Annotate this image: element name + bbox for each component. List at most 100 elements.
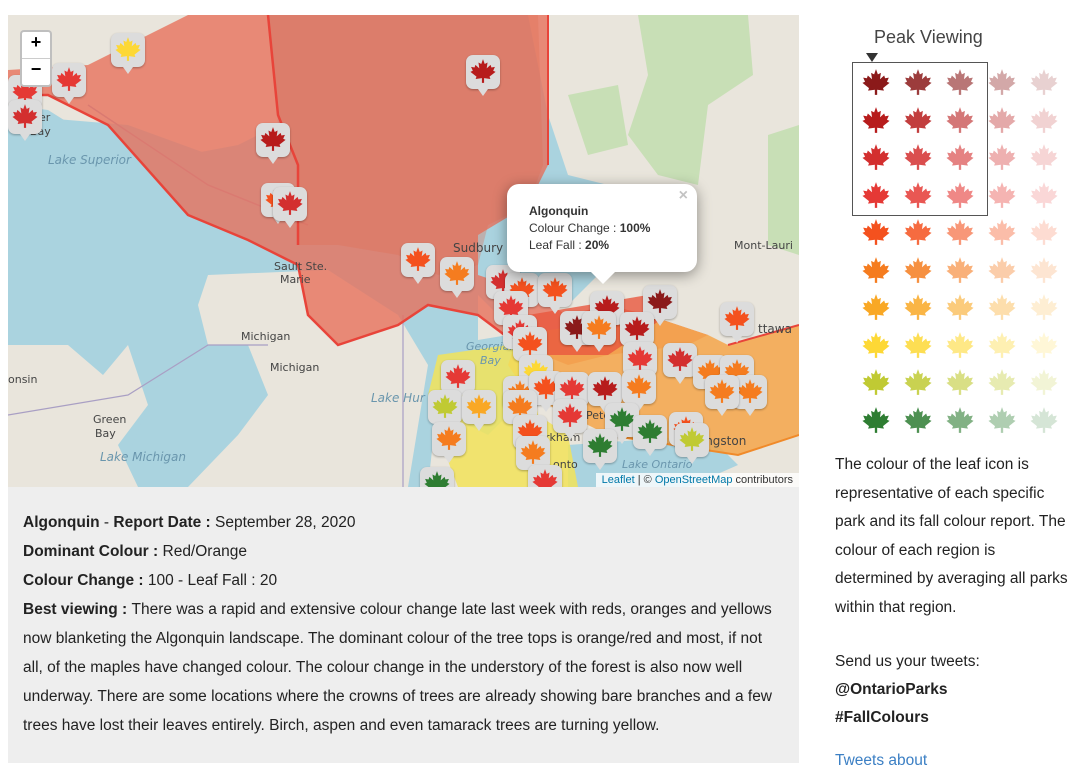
park-marker-leaf-icon[interactable] xyxy=(588,372,622,413)
legend-leaf-icon xyxy=(904,106,932,139)
legend-leaf-icon xyxy=(1030,406,1058,439)
best-viewing-label: Best viewing : xyxy=(23,601,132,618)
park-marker-leaf-icon[interactable] xyxy=(582,311,616,352)
park-marker-leaf-icon[interactable] xyxy=(440,257,474,298)
legend-leaf-icon xyxy=(946,256,974,289)
legend-leaf-icon xyxy=(904,256,932,289)
park-marker-leaf-icon[interactable] xyxy=(256,123,290,164)
legend-leaf-icon xyxy=(904,181,932,214)
popup-colour-change-label: Colour Change : xyxy=(529,221,620,235)
map-label-lake-michigan: Lake Michigan xyxy=(100,450,186,464)
dominant-colour-label: Dominant Colour : xyxy=(23,543,163,560)
popup-leaf-fall-label: Leaf Fall : xyxy=(529,238,586,252)
park-marker-leaf-icon[interactable] xyxy=(663,343,697,384)
map-label-michigan: Michigan xyxy=(241,330,291,343)
legend-leaf-icon xyxy=(946,368,974,401)
park-marker-leaf-icon[interactable] xyxy=(420,467,454,487)
park-marker-leaf-icon[interactable] xyxy=(528,465,562,487)
zoom-control: + − xyxy=(20,30,52,87)
park-marker-leaf-icon[interactable] xyxy=(705,375,739,416)
park-marker-leaf-icon[interactable] xyxy=(441,360,475,401)
park-marker-leaf-icon[interactable] xyxy=(273,187,307,228)
legend-leaf-icon xyxy=(946,68,974,101)
legend-leaf-icon xyxy=(862,293,890,326)
peak-viewing-box xyxy=(852,62,988,216)
map-label-bay: Bay xyxy=(480,354,501,367)
legend-leaf-icon xyxy=(946,181,974,214)
map-label-sault-ste: Sault Ste. xyxy=(274,260,328,273)
park-marker-leaf-icon[interactable] xyxy=(466,55,500,96)
colour-change-label: Colour Change : xyxy=(23,572,148,589)
park-marker-leaf-icon[interactable] xyxy=(720,302,754,343)
peak-viewing-title: Peak Viewing xyxy=(874,27,983,47)
legend-leaf-icon xyxy=(904,218,932,251)
park-marker-leaf-icon[interactable] xyxy=(432,422,466,463)
park-marker-leaf-icon[interactable] xyxy=(675,423,709,464)
map-label-wisconsin: onsin xyxy=(8,373,38,386)
legend-leaf-icon xyxy=(988,406,1016,439)
map-label-lake-ontario: Lake Ontario xyxy=(622,458,693,471)
report-park-name: Algonquin xyxy=(23,514,100,531)
legend-leaf-icon xyxy=(862,368,890,401)
park-marker-leaf-icon[interactable] xyxy=(428,390,462,431)
legend-leaf-icon xyxy=(988,106,1016,139)
park-marker-leaf-icon[interactable] xyxy=(538,273,572,314)
map-label-sudbury: Sudbury xyxy=(453,241,504,255)
twitter-handle: @OntarioParks xyxy=(835,676,1075,705)
legend-leaf-icon xyxy=(862,68,890,101)
tweets-prompt: Send us your tweets: xyxy=(835,653,980,670)
twitter-handle-text: @OntarioParks xyxy=(835,681,948,698)
tweets-about-link[interactable]: Tweets about xyxy=(835,752,928,769)
legend-leaf-icon xyxy=(988,293,1016,326)
legend-leaf-icon xyxy=(988,143,1016,176)
park-marker-leaf-icon[interactable] xyxy=(633,415,667,456)
popup-close-button[interactable]: × xyxy=(678,187,688,204)
map-label-lake-huron: Lake Hur xyxy=(371,391,425,405)
map[interactable]: + − Lake Superior Sudbury Sault Ste. Mar… xyxy=(8,15,799,487)
colour-change-value: 100 - Leaf Fall : 20 xyxy=(147,572,278,589)
legend-leaf-icon xyxy=(1030,331,1058,364)
legend-leaf-icon xyxy=(1030,106,1058,139)
park-marker-leaf-icon[interactable] xyxy=(52,63,86,104)
zoom-in-button[interactable]: + xyxy=(30,32,42,52)
park-marker-leaf-icon[interactable] xyxy=(553,399,587,440)
legend-leaf-icon xyxy=(862,181,890,214)
map-label-green-bay: Bay xyxy=(95,427,116,440)
report-dash: - xyxy=(99,514,114,531)
legend-leaf-icon xyxy=(1030,368,1058,401)
popup-colour-change-value: 100% xyxy=(619,221,651,235)
legend-leaf-icon xyxy=(946,218,974,251)
legend-leaf-icon xyxy=(904,68,932,101)
map-label-green: Green xyxy=(93,413,127,426)
zoom-out-button[interactable]: − xyxy=(22,58,50,85)
report-header: Algonquin - Report Date : September 28, … xyxy=(23,508,785,537)
legend-leaf-icon xyxy=(904,293,932,326)
park-marker-leaf-icon[interactable] xyxy=(401,243,435,284)
park-marker-leaf-icon[interactable] xyxy=(462,390,496,431)
park-marker-leaf-icon[interactable] xyxy=(8,100,42,141)
legend-leaf-icon xyxy=(946,143,974,176)
report-date: September 28, 2020 xyxy=(215,514,356,531)
dominant-colour-row: Dominant Colour : Red/Orange xyxy=(23,537,785,566)
park-marker-leaf-icon[interactable] xyxy=(583,429,617,470)
legend-leaf-icon xyxy=(862,106,890,139)
legend-leaf-icon xyxy=(1030,143,1058,176)
park-marker-leaf-icon[interactable] xyxy=(620,312,654,353)
best-viewing-row: Best viewing : There was a rapid and ext… xyxy=(23,595,785,740)
park-marker-leaf-icon[interactable] xyxy=(111,33,145,74)
legend-leaf-icon xyxy=(946,106,974,139)
map-label-mont-laurier: Mont-Lauri xyxy=(734,239,793,252)
osm-link[interactable]: OpenStreetMap xyxy=(654,474,733,486)
hashtag-text: #FallColours xyxy=(835,709,929,726)
legend-leaf-icon xyxy=(1030,68,1058,101)
legend-leaf-icon xyxy=(862,218,890,251)
legend-leaf-icon xyxy=(862,256,890,289)
legend-leaf-icon xyxy=(904,143,932,176)
report-date-label: Report Date : xyxy=(113,514,216,531)
park-marker-leaf-icon[interactable] xyxy=(622,370,656,411)
leaflet-link[interactable]: Leaflet xyxy=(601,474,635,486)
park-marker-leaf-icon[interactable] xyxy=(516,436,550,477)
legend-leaf-icon xyxy=(988,256,1016,289)
map-label-lake-superior: Lake Superior xyxy=(48,153,131,167)
attribution-contributors: contributors xyxy=(732,474,793,486)
